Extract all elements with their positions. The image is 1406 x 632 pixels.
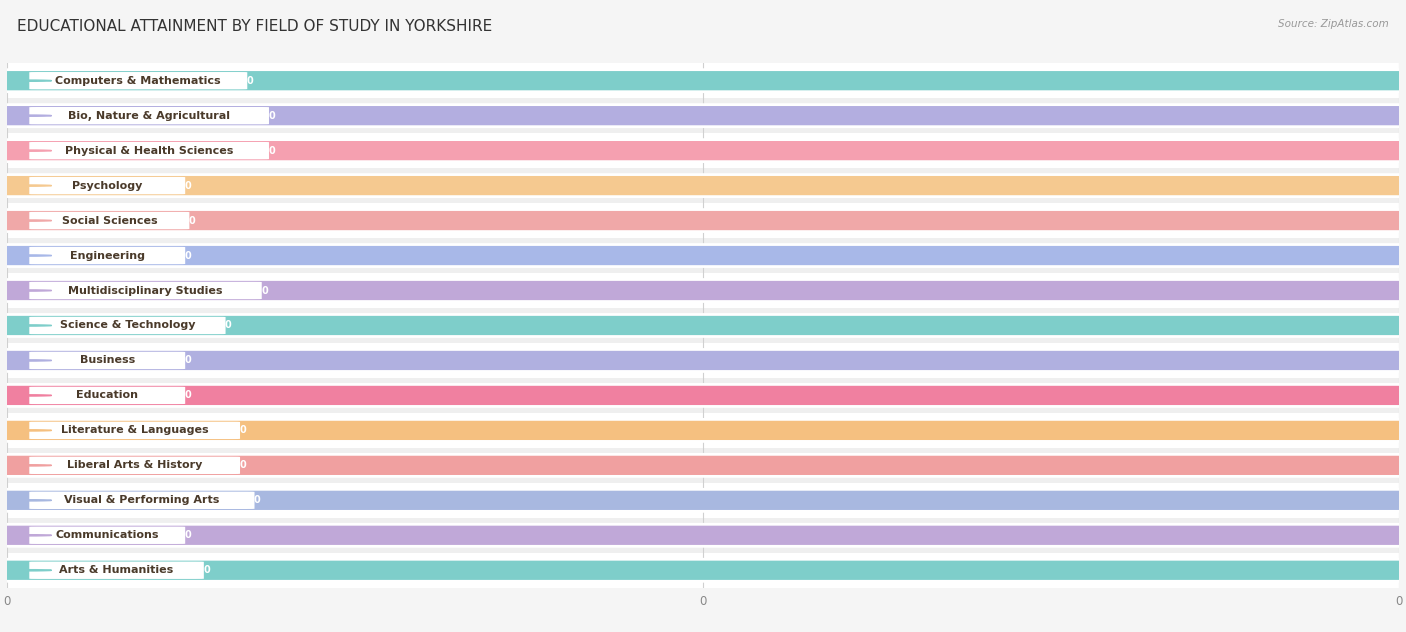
Circle shape	[1, 255, 52, 256]
FancyBboxPatch shape	[1, 279, 1405, 301]
Text: 0: 0	[184, 250, 191, 260]
Text: Multidisciplinary Studies: Multidisciplinary Studies	[69, 286, 222, 296]
Text: Arts & Humanities: Arts & Humanities	[59, 565, 174, 575]
Circle shape	[1, 569, 52, 571]
Text: 0: 0	[184, 355, 191, 365]
Text: Communications: Communications	[55, 530, 159, 540]
Text: Business: Business	[80, 355, 135, 365]
Text: 0: 0	[239, 460, 246, 470]
FancyBboxPatch shape	[30, 317, 225, 334]
Text: Psychology: Psychology	[72, 181, 142, 191]
Circle shape	[1, 290, 52, 291]
Text: EDUCATIONAL ATTAINMENT BY FIELD OF STUDY IN YORKSHIRE: EDUCATIONAL ATTAINMENT BY FIELD OF STUDY…	[17, 19, 492, 34]
Text: 0: 0	[184, 530, 191, 540]
Bar	[7, 168, 1399, 203]
Bar	[7, 63, 1399, 98]
Circle shape	[1, 465, 52, 466]
FancyBboxPatch shape	[1, 489, 1405, 511]
Bar	[7, 343, 1399, 378]
Bar	[7, 448, 1399, 483]
FancyBboxPatch shape	[1, 315, 1405, 336]
FancyBboxPatch shape	[30, 72, 247, 89]
Circle shape	[1, 395, 52, 396]
FancyBboxPatch shape	[1, 105, 1405, 126]
Text: Engineering: Engineering	[70, 250, 145, 260]
FancyBboxPatch shape	[30, 562, 204, 579]
FancyBboxPatch shape	[30, 247, 186, 264]
FancyBboxPatch shape	[30, 526, 186, 544]
Bar	[7, 518, 1399, 553]
FancyBboxPatch shape	[1, 174, 1405, 197]
FancyBboxPatch shape	[30, 352, 186, 369]
FancyBboxPatch shape	[1, 70, 1405, 92]
FancyBboxPatch shape	[30, 492, 254, 509]
FancyBboxPatch shape	[30, 177, 186, 194]
Bar	[7, 308, 1399, 343]
FancyBboxPatch shape	[30, 457, 240, 474]
Circle shape	[1, 325, 52, 326]
Text: 0: 0	[225, 320, 232, 331]
FancyBboxPatch shape	[30, 387, 186, 404]
FancyBboxPatch shape	[30, 142, 269, 159]
Text: 0: 0	[184, 391, 191, 401]
Text: 0: 0	[262, 286, 269, 296]
Circle shape	[1, 115, 52, 116]
Bar	[7, 483, 1399, 518]
FancyBboxPatch shape	[30, 212, 190, 229]
Text: Literature & Languages: Literature & Languages	[60, 425, 208, 435]
Circle shape	[1, 80, 52, 82]
Text: 0: 0	[239, 425, 246, 435]
Bar	[7, 238, 1399, 273]
Circle shape	[1, 150, 52, 151]
FancyBboxPatch shape	[1, 559, 1405, 581]
Bar	[7, 133, 1399, 168]
Text: 0: 0	[246, 76, 253, 86]
Circle shape	[1, 535, 52, 536]
Text: Liberal Arts & History: Liberal Arts & History	[67, 460, 202, 470]
Text: 0: 0	[188, 216, 195, 226]
FancyBboxPatch shape	[1, 140, 1405, 162]
Text: Education: Education	[76, 391, 138, 401]
FancyBboxPatch shape	[1, 525, 1405, 546]
Bar	[7, 203, 1399, 238]
FancyBboxPatch shape	[1, 384, 1405, 406]
Bar	[7, 98, 1399, 133]
Text: 0: 0	[204, 565, 209, 575]
FancyBboxPatch shape	[30, 422, 240, 439]
FancyBboxPatch shape	[30, 107, 269, 125]
Bar	[7, 378, 1399, 413]
FancyBboxPatch shape	[30, 282, 262, 299]
Circle shape	[1, 185, 52, 186]
Bar	[7, 413, 1399, 448]
Text: 0: 0	[184, 181, 191, 191]
Text: Bio, Nature & Agricultural: Bio, Nature & Agricultural	[67, 111, 231, 121]
FancyBboxPatch shape	[1, 245, 1405, 267]
FancyBboxPatch shape	[1, 349, 1405, 372]
FancyBboxPatch shape	[1, 420, 1405, 441]
Text: 0: 0	[269, 145, 276, 155]
Circle shape	[1, 220, 52, 221]
Text: 0: 0	[254, 495, 260, 506]
Text: Source: ZipAtlas.com: Source: ZipAtlas.com	[1278, 19, 1389, 29]
Text: Visual & Performing Arts: Visual & Performing Arts	[65, 495, 219, 506]
Bar	[7, 273, 1399, 308]
Text: Physical & Health Sciences: Physical & Health Sciences	[65, 145, 233, 155]
Text: Social Sciences: Social Sciences	[62, 216, 157, 226]
FancyBboxPatch shape	[1, 454, 1405, 477]
Text: 0: 0	[269, 111, 276, 121]
Circle shape	[1, 360, 52, 361]
Circle shape	[1, 430, 52, 431]
FancyBboxPatch shape	[1, 210, 1405, 231]
Bar	[7, 553, 1399, 588]
Text: Science & Technology: Science & Technology	[59, 320, 195, 331]
Circle shape	[1, 500, 52, 501]
Text: Computers & Mathematics: Computers & Mathematics	[55, 76, 221, 86]
